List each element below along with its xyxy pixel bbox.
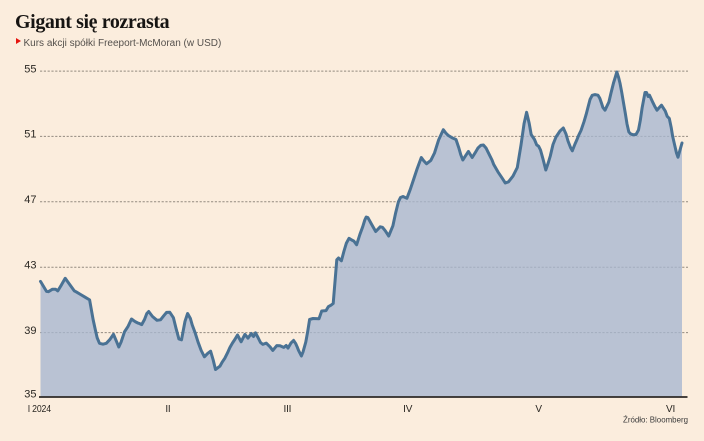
- svg-text:55: 55: [24, 63, 36, 75]
- svg-text:IV: IV: [403, 404, 413, 415]
- svg-text:III: III: [284, 404, 292, 415]
- svg-text:V: V: [535, 404, 542, 415]
- svg-text:I 2024: I 2024: [28, 404, 52, 415]
- svg-text:35: 35: [24, 389, 36, 401]
- svg-text:43: 43: [24, 259, 36, 271]
- svg-text:47: 47: [24, 194, 36, 206]
- svg-text:51: 51: [24, 129, 36, 141]
- svg-text:II: II: [165, 404, 170, 415]
- svg-text:39: 39: [24, 325, 36, 337]
- svg-text:VI: VI: [666, 404, 675, 415]
- svg-text:Źródło: Bloomberg: Źródło: Bloomberg: [623, 415, 688, 425]
